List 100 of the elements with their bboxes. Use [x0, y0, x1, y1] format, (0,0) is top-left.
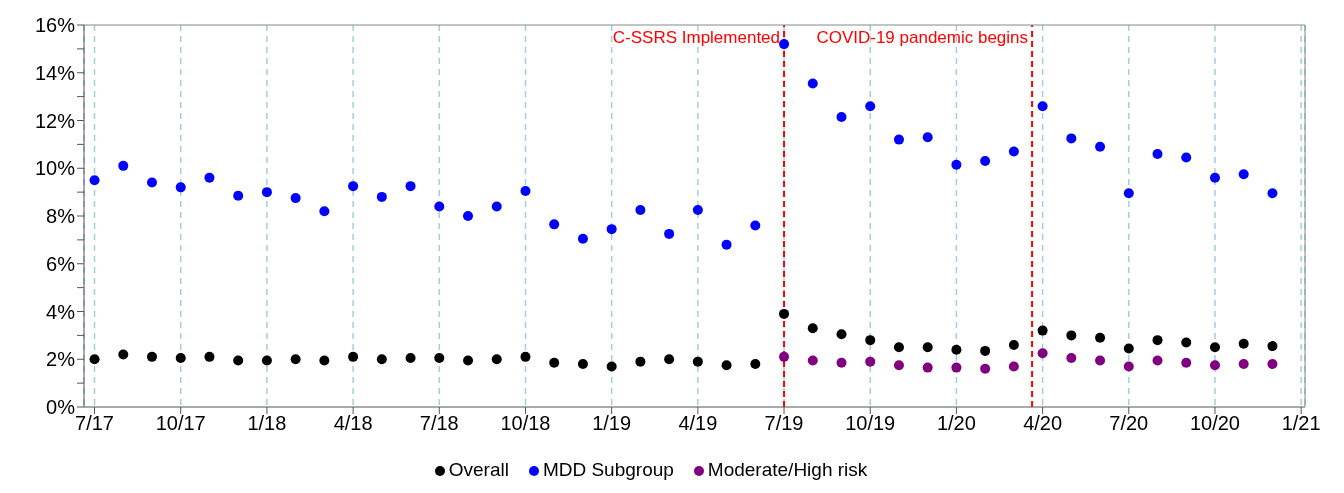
point — [779, 308, 790, 319]
point — [1152, 148, 1163, 159]
point — [980, 345, 991, 356]
point — [405, 181, 416, 192]
point — [893, 134, 904, 145]
point — [463, 211, 474, 221]
legend-label: Moderate/High risk — [707, 459, 868, 480]
point — [1267, 341, 1278, 352]
point — [1238, 169, 1249, 180]
x-tick-label: 1/21 — [1281, 412, 1321, 435]
point — [664, 228, 675, 239]
point — [319, 355, 330, 366]
point — [146, 177, 157, 188]
point — [1095, 355, 1106, 366]
point — [1008, 361, 1019, 372]
point — [836, 111, 847, 122]
point — [520, 185, 531, 196]
point — [1123, 343, 1134, 354]
x-tick-label: 1/20 — [936, 412, 976, 435]
point — [1267, 359, 1278, 370]
point — [290, 354, 301, 365]
point — [1095, 141, 1106, 152]
point — [807, 355, 818, 366]
x-tick-label: 1/18 — [247, 412, 287, 435]
point — [836, 357, 847, 368]
y-tick-label: 6% — [46, 252, 76, 275]
x-tick-label: 10/19 — [845, 412, 896, 435]
point — [750, 220, 761, 231]
point — [635, 205, 646, 216]
legend-label: Overall — [448, 459, 509, 480]
point — [434, 201, 445, 212]
point — [1066, 353, 1077, 364]
y-tick-label: 14% — [34, 61, 76, 84]
x-tick-label: 7/20 — [1109, 412, 1149, 435]
point — [491, 201, 502, 212]
ref-line-label: COVID-19 pandemic begins — [816, 28, 1029, 47]
point — [261, 355, 272, 366]
point — [951, 362, 962, 373]
point — [1238, 359, 1249, 370]
point — [1123, 361, 1134, 372]
x-tick-label: 4/18 — [333, 412, 373, 435]
point — [1123, 188, 1134, 199]
point — [577, 359, 588, 370]
x-tick-label: 4/20 — [1023, 412, 1063, 435]
point — [233, 190, 244, 201]
point — [175, 353, 186, 364]
point — [980, 156, 991, 167]
point — [204, 351, 215, 362]
y-tick-label: 16% — [34, 14, 76, 37]
y-tick-label: 0% — [46, 396, 76, 419]
y-tick-label: 2% — [46, 348, 76, 371]
point — [1209, 360, 1220, 371]
x-tick-label: 7/17 — [75, 412, 114, 435]
point — [606, 224, 617, 235]
point — [1152, 355, 1163, 366]
point — [549, 357, 560, 368]
point — [721, 360, 732, 371]
point — [233, 355, 244, 366]
point — [779, 39, 790, 50]
point — [1066, 133, 1077, 144]
x-tick-label: 1/19 — [592, 412, 632, 435]
x-tick-label: 7/19 — [764, 412, 804, 435]
point — [520, 351, 531, 362]
point — [1037, 101, 1048, 112]
point — [692, 356, 703, 367]
point — [463, 355, 474, 366]
x-tick-label: 4/19 — [678, 412, 718, 435]
point — [606, 361, 617, 372]
point — [1037, 325, 1048, 336]
y-tick-label: 12% — [34, 109, 76, 132]
point — [893, 342, 904, 353]
point — [348, 181, 359, 192]
point — [118, 160, 129, 171]
point — [319, 206, 330, 217]
point — [865, 101, 876, 112]
point — [807, 78, 818, 89]
point — [1181, 152, 1192, 163]
point — [664, 354, 675, 365]
point — [922, 362, 933, 373]
point — [951, 159, 962, 170]
point — [348, 351, 359, 362]
point — [807, 323, 818, 334]
x-tick-label: 7/18 — [419, 412, 459, 435]
point — [1209, 342, 1220, 353]
point — [951, 344, 962, 355]
point — [692, 205, 703, 216]
point — [1238, 338, 1249, 349]
y-tick-label: 8% — [46, 205, 76, 228]
point — [922, 132, 933, 143]
point — [491, 354, 502, 365]
point — [779, 351, 790, 362]
point — [721, 239, 732, 250]
point — [1008, 146, 1019, 157]
point — [376, 354, 387, 365]
y-tick-label: 4% — [46, 300, 76, 323]
point — [635, 356, 646, 367]
x-tick-label: 10/20 — [1189, 412, 1241, 435]
point — [1181, 337, 1192, 348]
point — [204, 172, 215, 183]
point — [1095, 332, 1106, 343]
